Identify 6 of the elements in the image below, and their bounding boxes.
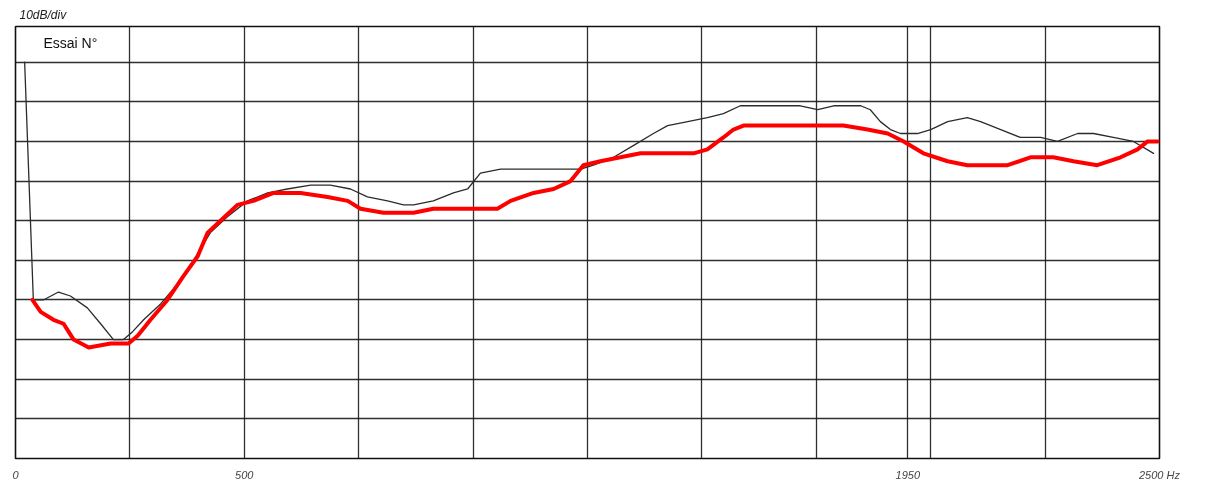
x-tick-label: 0 (12, 468, 20, 481)
y-axis-title: 10dB/div (19, 7, 68, 22)
x-tick-label: 1950 (895, 468, 921, 481)
x-tick-label: 500 (235, 468, 255, 481)
x-tick-label: 2500 Hz (1138, 468, 1181, 481)
text: Essai N° (43, 34, 98, 51)
